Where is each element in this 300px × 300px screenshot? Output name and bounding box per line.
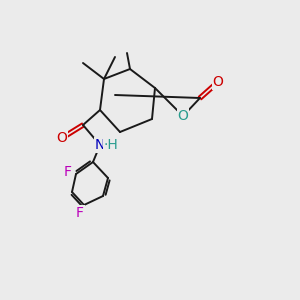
Text: N: N bbox=[95, 138, 105, 152]
Text: F: F bbox=[64, 165, 72, 179]
Text: O: O bbox=[213, 75, 224, 89]
Text: F: F bbox=[76, 206, 84, 220]
Text: O: O bbox=[57, 131, 68, 145]
Text: ·H: ·H bbox=[103, 138, 118, 152]
Text: O: O bbox=[178, 109, 188, 123]
